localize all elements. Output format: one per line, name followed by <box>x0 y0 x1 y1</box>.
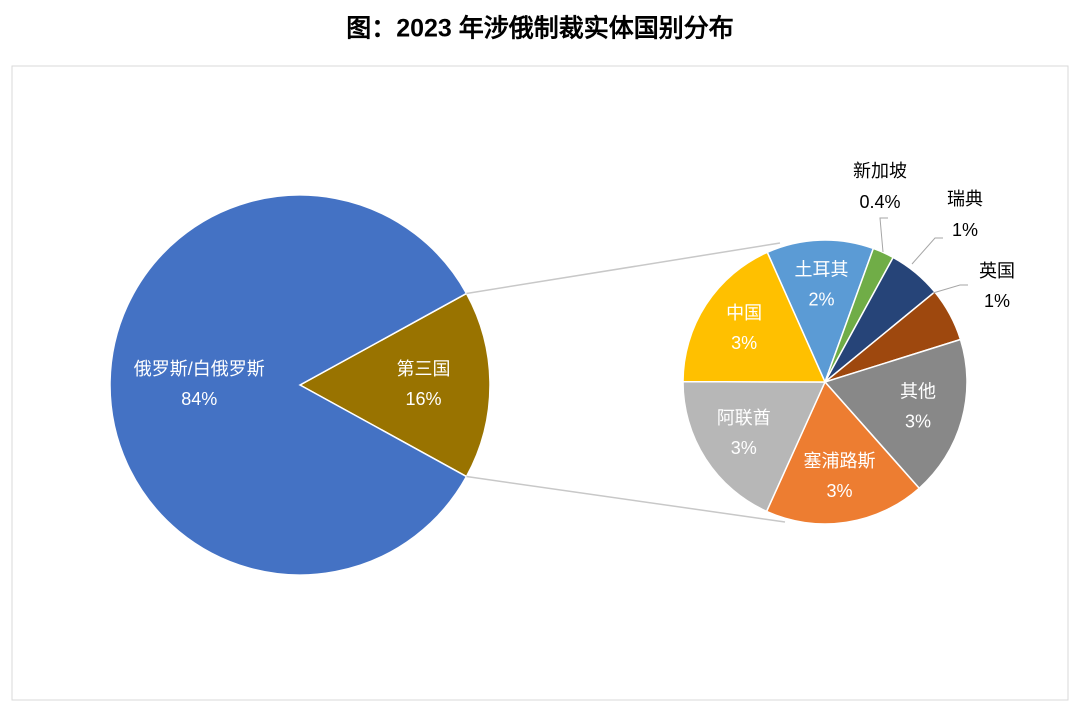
data-label-value: 3% <box>826 481 852 501</box>
connector-line <box>466 475 786 523</box>
pie-slice <box>682 251 827 383</box>
chart-frame <box>11 65 1069 701</box>
data-label-name: 塞浦路斯 <box>803 451 875 471</box>
data-label-name: 其他 <box>900 382 936 402</box>
pie-slice <box>765 380 921 525</box>
data-label-value: 3% <box>731 333 757 353</box>
data-label-value: 16% <box>405 389 441 409</box>
pie-slice <box>823 338 968 490</box>
data-label-name: 中国 <box>726 303 762 323</box>
chart-title: 图：2023 年涉俄制裁实体国别分布 <box>346 14 734 43</box>
data-label-value: 1% <box>984 291 1010 311</box>
data-label-value: 1% <box>952 220 978 240</box>
pie-slice <box>298 292 491 478</box>
data-label-value: 3% <box>905 412 931 432</box>
data-label-name: 第三国 <box>397 359 451 379</box>
data-label-value: 2% <box>809 289 835 309</box>
leader-line <box>879 217 888 253</box>
data-label-value: 3% <box>731 438 757 458</box>
data-label-name: 新加坡 <box>853 161 907 181</box>
leader-line <box>911 237 943 265</box>
data-label-name: 土耳其 <box>795 259 849 279</box>
data-label-value: 84% <box>181 389 217 409</box>
connector-line <box>466 242 781 295</box>
leader-line <box>932 284 968 294</box>
pie-slice <box>109 194 468 576</box>
data-label-name: 阿联酋 <box>717 408 771 428</box>
pie-slice <box>766 239 875 385</box>
data-label-name: 瑞典 <box>947 189 983 209</box>
data-label-value: 0.4% <box>859 192 900 212</box>
data-label-name: 英国 <box>979 261 1015 281</box>
pie-slice <box>682 380 827 513</box>
data-label-name: 俄罗斯/白俄罗斯 <box>134 359 265 379</box>
